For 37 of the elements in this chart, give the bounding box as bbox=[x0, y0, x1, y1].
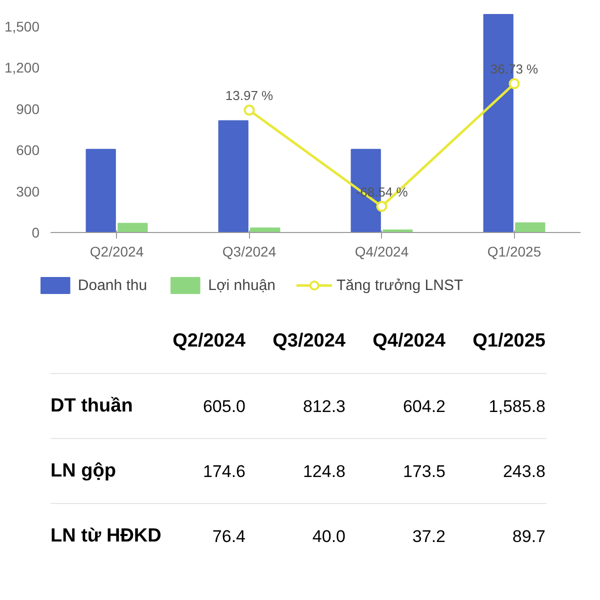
category-label: Q4/2024 bbox=[372, 330, 446, 352]
data-label: 1,585.8 bbox=[488, 397, 546, 416]
text: LN từ HĐKD bbox=[50, 526, 162, 546]
legend-label: Doanh thu bbox=[78, 276, 148, 294]
text: DT thuần bbox=[50, 396, 133, 416]
data-label: 243.8 bbox=[502, 462, 546, 481]
y-tick-label: 0 bbox=[32, 224, 40, 240]
data-label: 37.2 bbox=[412, 527, 446, 546]
y-tick-label: 300 bbox=[16, 183, 40, 200]
legend-label: Tăng trưởng LNST bbox=[336, 276, 464, 294]
y-tick-label: 1,500 bbox=[4, 18, 40, 34]
data-label: 13.97 % bbox=[225, 88, 274, 104]
data-label: 173.5 bbox=[402, 462, 446, 481]
data-label: 124.8 bbox=[302, 462, 346, 481]
x-tick-label: Q1/2025 bbox=[487, 244, 542, 260]
bar bbox=[218, 120, 248, 232]
data-label: 89.7 bbox=[512, 527, 546, 546]
y-tick-label: 1,200 bbox=[4, 60, 40, 76]
category-label: Q2/2024 bbox=[172, 330, 246, 352]
data-label: 76.4 bbox=[212, 527, 246, 546]
data-label: 604.2 bbox=[402, 397, 446, 416]
data-label: 174.6 bbox=[202, 462, 246, 481]
x-tick-label: Q3/2024 bbox=[222, 244, 276, 260]
category-label: Q3/2024 bbox=[272, 330, 346, 352]
bar bbox=[118, 222, 148, 232]
data-label: 605.0 bbox=[202, 397, 246, 416]
data-label: 812.3 bbox=[302, 397, 346, 416]
text: LN gộp bbox=[50, 460, 116, 482]
bar bbox=[86, 148, 116, 232]
x-tick-label: Q4/2024 bbox=[354, 244, 409, 260]
legend-label: Lợi nhuận bbox=[208, 276, 276, 294]
data-label: 40.0 bbox=[312, 527, 346, 546]
bar bbox=[515, 222, 546, 232]
y-tick-label: 600 bbox=[16, 142, 40, 158]
x-tick-label: Q2/2024 bbox=[90, 244, 144, 260]
y-tick-label: 900 bbox=[16, 100, 40, 117]
category-label: Q1/2025 bbox=[472, 330, 546, 352]
